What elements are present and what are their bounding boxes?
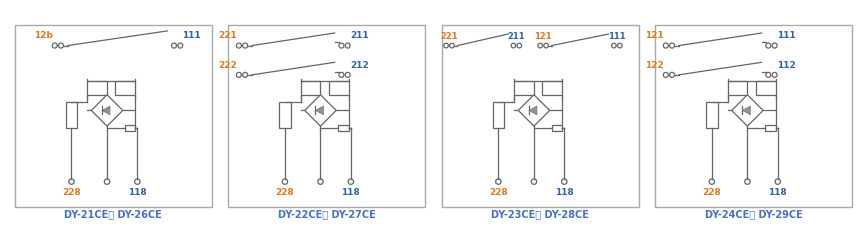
Bar [756,81,776,95]
Text: 118: 118 [342,188,360,197]
Text: DY-21CE， DY-26CE: DY-21CE， DY-26CE [64,209,162,219]
Polygon shape [316,106,323,115]
Bar [115,81,135,95]
Bar [88,81,107,95]
Text: 12b: 12b [34,31,53,40]
Polygon shape [91,95,123,126]
Bar [15,25,212,207]
Polygon shape [529,106,537,115]
Text: 221: 221 [440,32,458,41]
Bar [338,125,349,131]
Polygon shape [742,106,750,115]
Text: 111: 111 [182,31,201,40]
Text: 111: 111 [777,31,795,40]
Bar [766,125,776,131]
Polygon shape [102,106,110,115]
Text: 121: 121 [534,32,552,41]
Bar [543,81,562,95]
Text: 212: 212 [349,61,368,70]
Text: DY-23CE， DY-28CE: DY-23CE， DY-28CE [492,209,590,219]
Bar [279,102,290,128]
Bar [706,102,718,128]
Bar [329,81,349,95]
Text: 228: 228 [276,188,294,197]
Text: DY-24CE， DY-29CE: DY-24CE， DY-29CE [705,209,803,219]
Text: 118: 118 [128,188,147,197]
Text: 221: 221 [218,31,237,40]
Bar [442,25,639,207]
Text: 228: 228 [489,188,508,197]
Bar [301,81,321,95]
Bar [228,25,425,207]
Text: 112: 112 [777,61,795,70]
Text: 122: 122 [645,61,664,70]
Text: 228: 228 [702,188,721,197]
Text: 211: 211 [507,32,525,41]
Bar [514,81,534,95]
Text: 228: 228 [62,188,81,197]
Polygon shape [305,95,336,126]
Bar [66,102,77,128]
Bar [727,81,747,95]
Text: 111: 111 [608,32,626,41]
Text: 118: 118 [768,188,787,197]
Bar [492,102,505,128]
Bar [655,25,852,207]
Text: DY-22CE， DY-27CE: DY-22CE， DY-27CE [278,209,375,219]
Text: 121: 121 [645,31,664,40]
Text: 222: 222 [218,61,237,70]
Polygon shape [518,95,550,126]
Text: 118: 118 [555,188,574,197]
Polygon shape [732,95,763,126]
Bar [551,125,563,131]
Bar [125,125,135,131]
Text: 211: 211 [349,31,368,40]
